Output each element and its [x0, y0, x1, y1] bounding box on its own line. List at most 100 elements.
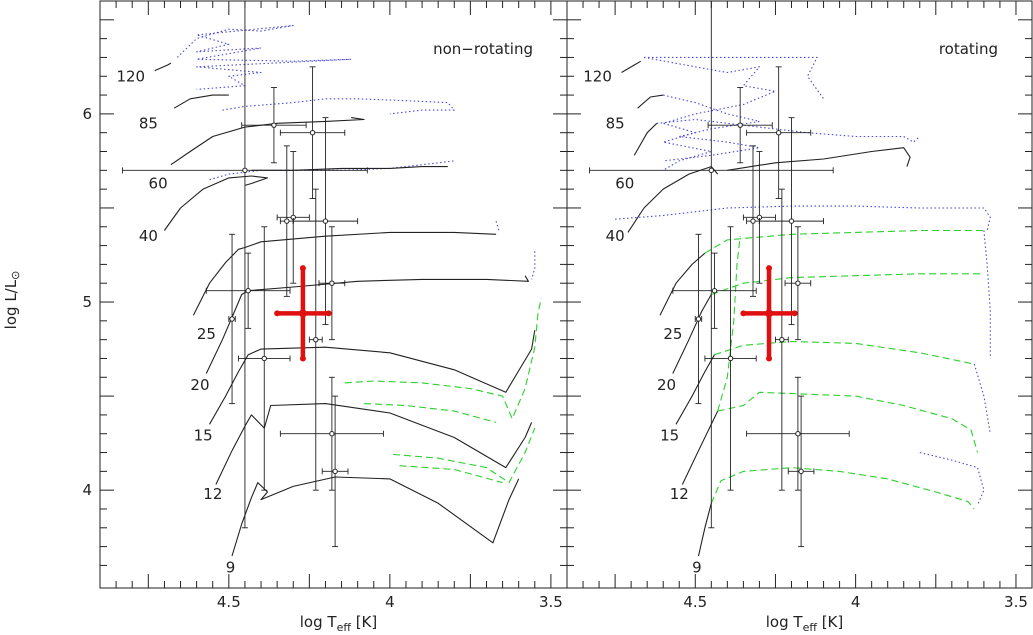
x-tick-label: 4.5 — [217, 593, 241, 611]
evolution-track-dashed — [711, 273, 984, 296]
evolution-track-dotted — [656, 118, 921, 143]
mass-label: 9 — [692, 558, 702, 576]
obs-point — [798, 468, 804, 475]
evolution-track-solid — [672, 294, 712, 374]
evolution-track-solid — [681, 410, 719, 485]
evolution-track-solid — [697, 503, 712, 557]
obs-point — [708, 167, 715, 174]
highlight-point — [298, 309, 307, 318]
mass-label: 25 — [197, 325, 216, 343]
obs-point — [229, 316, 235, 322]
evolution-track-dotted — [663, 94, 760, 162]
evolution-track-dashed — [704, 229, 984, 254]
obs-point — [242, 167, 248, 174]
x-tick-label: 4 — [385, 593, 395, 611]
evolution-track-solid — [231, 476, 520, 557]
x-axis-title: log Teff [K] — [766, 613, 843, 631]
evolution-track-solid — [621, 60, 642, 73]
y-tick-label: 6 — [82, 105, 92, 123]
mass-label: 15 — [194, 427, 213, 445]
evolution-track-dotted — [643, 56, 776, 171]
mass-label: 25 — [663, 325, 682, 343]
obs-point — [271, 122, 277, 128]
evolution-track-solid — [173, 94, 229, 109]
evolution-track-dashed — [399, 465, 503, 484]
mass-label: 20 — [190, 376, 209, 394]
y-tick-label: 4 — [82, 481, 92, 499]
y-axis-title: log L/L⊙ — [2, 271, 22, 330]
highlight-cap — [325, 310, 332, 317]
highlight-cap — [766, 265, 773, 272]
highlight-cap — [740, 310, 747, 317]
panel-label: non−rotating — [433, 40, 533, 58]
evolution-track-dashed — [717, 391, 979, 453]
x-axis-title-unit: [K] — [351, 613, 377, 631]
mass-label: 60 — [149, 174, 168, 192]
x-tick-label: 4.5 — [683, 593, 707, 611]
mass-label: 40 — [139, 227, 158, 245]
mass-label: 120 — [583, 67, 612, 85]
x-axis-title-main: log T — [766, 613, 804, 631]
x-tick-label: 3.5 — [1004, 593, 1028, 611]
mass-label: 9 — [226, 558, 236, 576]
evolution-track-dashed — [364, 403, 497, 423]
evolution-track-solid — [727, 147, 911, 171]
evolution-track-dotted — [222, 98, 455, 115]
highlight-cap — [766, 355, 773, 362]
evolution-track-solid — [215, 403, 533, 485]
evolution-track-dotted — [176, 24, 352, 90]
plot-frame — [99, 0, 568, 589]
observations-group — [588, 1, 850, 548]
obs-point — [245, 288, 251, 294]
x-axis-title-unit: [K] — [817, 613, 843, 631]
evolution-track-dotted — [495, 220, 500, 233]
evolution-track-dashed — [710, 467, 975, 510]
obs-point — [309, 129, 316, 136]
plot-frame — [566, 0, 1033, 589]
evolution-track-solid — [675, 354, 715, 425]
mass-label: 85 — [606, 114, 625, 132]
highlight-cap — [299, 355, 306, 362]
evolution-track-dotted — [973, 363, 991, 434]
evolution-track-dashed — [344, 298, 542, 420]
obs-point — [284, 218, 290, 224]
evolution-track-solid — [633, 122, 658, 156]
obs-point — [261, 355, 267, 362]
y-axis-title-main: log L/L — [2, 279, 20, 329]
evolution-track-dotted — [531, 251, 536, 280]
mass-label: 120 — [116, 67, 145, 85]
obs-point — [727, 355, 734, 362]
obs-point — [332, 468, 338, 475]
obs-point — [329, 280, 335, 286]
obs-point — [322, 218, 329, 224]
highlight-cap — [274, 310, 281, 317]
evolution-track-dotted — [919, 451, 985, 506]
x-axis-title-main: log T — [300, 613, 338, 631]
evolution-track-dotted — [644, 56, 825, 100]
evolution-track-solid — [154, 62, 172, 72]
tracks-group — [615, 56, 991, 557]
obs-point — [737, 122, 743, 128]
highlight-cap — [299, 265, 306, 272]
obs-point — [788, 218, 795, 224]
evolution-track-solid — [170, 117, 365, 166]
x-tick-label: 4 — [851, 593, 861, 611]
obs-point — [313, 336, 319, 343]
obs-point — [711, 288, 718, 294]
highlight-cap — [791, 310, 798, 317]
y-axis-title-sub: ⊙ — [9, 271, 22, 280]
panel-non-rotating: 4 5 6 4.5 4 3.5 log Teff [K] non−rotating 120 85 6… — [82, 0, 568, 634]
evolution-track-dotted — [615, 205, 991, 231]
evolution-track-dashed — [717, 236, 741, 412]
panel-rotating: 4.5 4 3.5 log Teff [K] rotating 120 85 60 40 25 20… — [566, 0, 1033, 634]
highlight-point — [765, 309, 774, 318]
panel-label: rotating — [939, 40, 998, 58]
mass-label: 20 — [657, 376, 676, 394]
mass-label: 60 — [615, 174, 634, 192]
mass-label: 12 — [670, 485, 689, 503]
mass-label: 12 — [203, 485, 222, 503]
evolution-track-dotted — [983, 230, 991, 359]
x-axis-title: log Teff [K] — [300, 613, 377, 631]
x-axis-title-sub: eff — [803, 621, 818, 631]
x-tick-label: 3.5 — [539, 593, 563, 611]
